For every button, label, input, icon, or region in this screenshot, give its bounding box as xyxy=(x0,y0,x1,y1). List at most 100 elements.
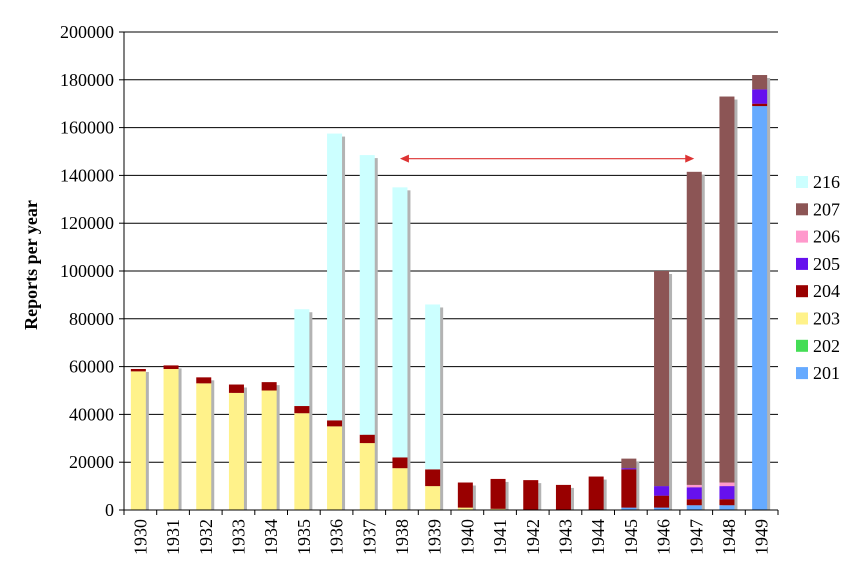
y-tick-label: 40000 xyxy=(69,404,114,424)
bar-1933-series-204 xyxy=(228,384,244,393)
y-tick-label: 180000 xyxy=(60,70,114,90)
legend-label: 205 xyxy=(813,254,840,274)
x-tick-label: 1945 xyxy=(621,519,641,555)
bar-stack-1934 xyxy=(261,382,280,510)
legend-item-205: 205 xyxy=(796,254,840,274)
bar-1940-series-203 xyxy=(457,507,473,510)
bar-1937-series-203 xyxy=(359,443,375,510)
bar-stack-1932 xyxy=(196,377,215,510)
bar-stack-1935 xyxy=(294,309,313,510)
bar-stack-1942 xyxy=(523,480,542,510)
bar-1949-series-201 xyxy=(752,106,768,510)
bar-1934-series-203 xyxy=(261,390,277,510)
bar-1947-series-207 xyxy=(686,171,702,485)
bar-1936-series-216 xyxy=(327,133,343,421)
x-tick-label: 1937 xyxy=(359,519,379,555)
bar-1946-series-207 xyxy=(654,271,670,487)
bar-1938-series-203 xyxy=(392,468,408,510)
bar-1930-series-203 xyxy=(130,371,146,510)
x-tick-labels: 1930 1931 1932 1933 1934 1935 1936 1937 1938 1939… xyxy=(130,519,771,555)
y-axis-label: Reports per year xyxy=(21,200,41,330)
x-tick-label: 1932 xyxy=(196,519,216,555)
bar-stack-1930 xyxy=(130,368,149,510)
bar-stack-1931 xyxy=(163,365,182,510)
x-tick-label: 1931 xyxy=(163,519,183,555)
x-tick-label: 1949 xyxy=(752,519,772,555)
x-tick-label: 1942 xyxy=(523,519,543,555)
bar-1939-series-203 xyxy=(425,486,441,510)
bar-1936-series-203 xyxy=(327,426,343,510)
legend-label: 207 xyxy=(813,199,840,219)
bar-stack-1938 xyxy=(392,187,411,510)
bar-1946-series-204 xyxy=(654,495,670,508)
legend-label: 201 xyxy=(813,363,840,383)
bar-1948-series-206 xyxy=(719,482,735,487)
x-tick-label: 1930 xyxy=(130,519,150,555)
legend-label: 203 xyxy=(813,309,840,329)
x-tick-label: 1935 xyxy=(294,519,314,555)
x-tick-label: 1947 xyxy=(686,519,706,555)
gridlines xyxy=(124,31,778,463)
bar-stack-1948 xyxy=(719,96,738,510)
bar-1938-series-204 xyxy=(392,457,408,469)
legend-label: 216 xyxy=(813,172,840,192)
bar-1949-series-205 xyxy=(752,89,768,104)
bar-1946-series-201 xyxy=(654,507,670,510)
legend-label: 206 xyxy=(813,227,840,247)
double-arrow xyxy=(399,154,695,163)
y-tick-label: 160000 xyxy=(60,118,114,138)
legend-item-207: 207 xyxy=(796,199,840,219)
x-tick-label: 1941 xyxy=(490,519,510,555)
bar-stack-1933 xyxy=(228,384,247,510)
bar-stack-1949 xyxy=(752,75,771,511)
legend-swatch xyxy=(796,203,808,216)
bars xyxy=(130,75,771,511)
bar-stack-1943 xyxy=(555,484,574,510)
y-tick-label: 140000 xyxy=(60,165,114,185)
bar-1932-series-204 xyxy=(196,377,212,384)
bar-1931-series-204 xyxy=(163,365,179,369)
bar-1945-series-207 xyxy=(621,458,637,469)
bar-1930-series-204 xyxy=(130,368,146,372)
bar-stack-1941 xyxy=(490,478,509,510)
axes xyxy=(119,31,779,515)
x-tick-label: 1944 xyxy=(588,519,608,555)
bar-1944-series-204 xyxy=(588,476,604,510)
x-tick-label: 1936 xyxy=(327,519,347,555)
bar-1941-series-203 xyxy=(490,508,506,510)
bar-1948-series-205 xyxy=(719,486,735,500)
bar-1949-series-204 xyxy=(752,103,768,107)
bar-1937-series-204 xyxy=(359,434,375,444)
bar-stack-1936 xyxy=(327,133,346,510)
legend-swatch xyxy=(796,285,808,298)
legend-swatch xyxy=(796,367,808,380)
y-tick-label: 200000 xyxy=(60,22,114,42)
bar-stack-1939 xyxy=(425,304,444,510)
legend-label: 202 xyxy=(813,336,840,356)
bar-1940-series-204 xyxy=(457,482,473,508)
annotations xyxy=(399,154,695,163)
y-tick-label: 120000 xyxy=(60,213,114,233)
bar-1935-series-204 xyxy=(294,406,310,414)
bar-1939-series-216 xyxy=(425,304,441,470)
legend-item-216: 216 xyxy=(796,172,840,192)
bar-stack-1947 xyxy=(686,171,705,510)
legend-swatch xyxy=(796,339,808,352)
bar-1933-series-203 xyxy=(228,392,244,510)
bar-1937-series-216 xyxy=(359,155,375,435)
legend-swatch xyxy=(796,230,808,243)
x-tick-label: 1939 xyxy=(425,519,445,555)
legend: 216 207 206 205 204 203 202 201 xyxy=(796,172,840,383)
legend-swatch xyxy=(796,312,808,325)
bar-1947-series-204 xyxy=(686,499,702,506)
legend-item-203: 203 xyxy=(796,309,840,329)
bar-1948-series-207 xyxy=(719,96,735,483)
bar-1938-series-216 xyxy=(392,187,408,458)
x-tick-label: 1946 xyxy=(654,519,674,555)
bar-stack-1946 xyxy=(654,271,673,510)
bar-stack-1937 xyxy=(359,155,378,510)
x-tick-label: 1933 xyxy=(228,519,248,555)
x-tick-label: 1940 xyxy=(457,519,477,555)
bar-1936-series-204 xyxy=(327,420,343,427)
bar-1931-series-203 xyxy=(163,368,179,510)
